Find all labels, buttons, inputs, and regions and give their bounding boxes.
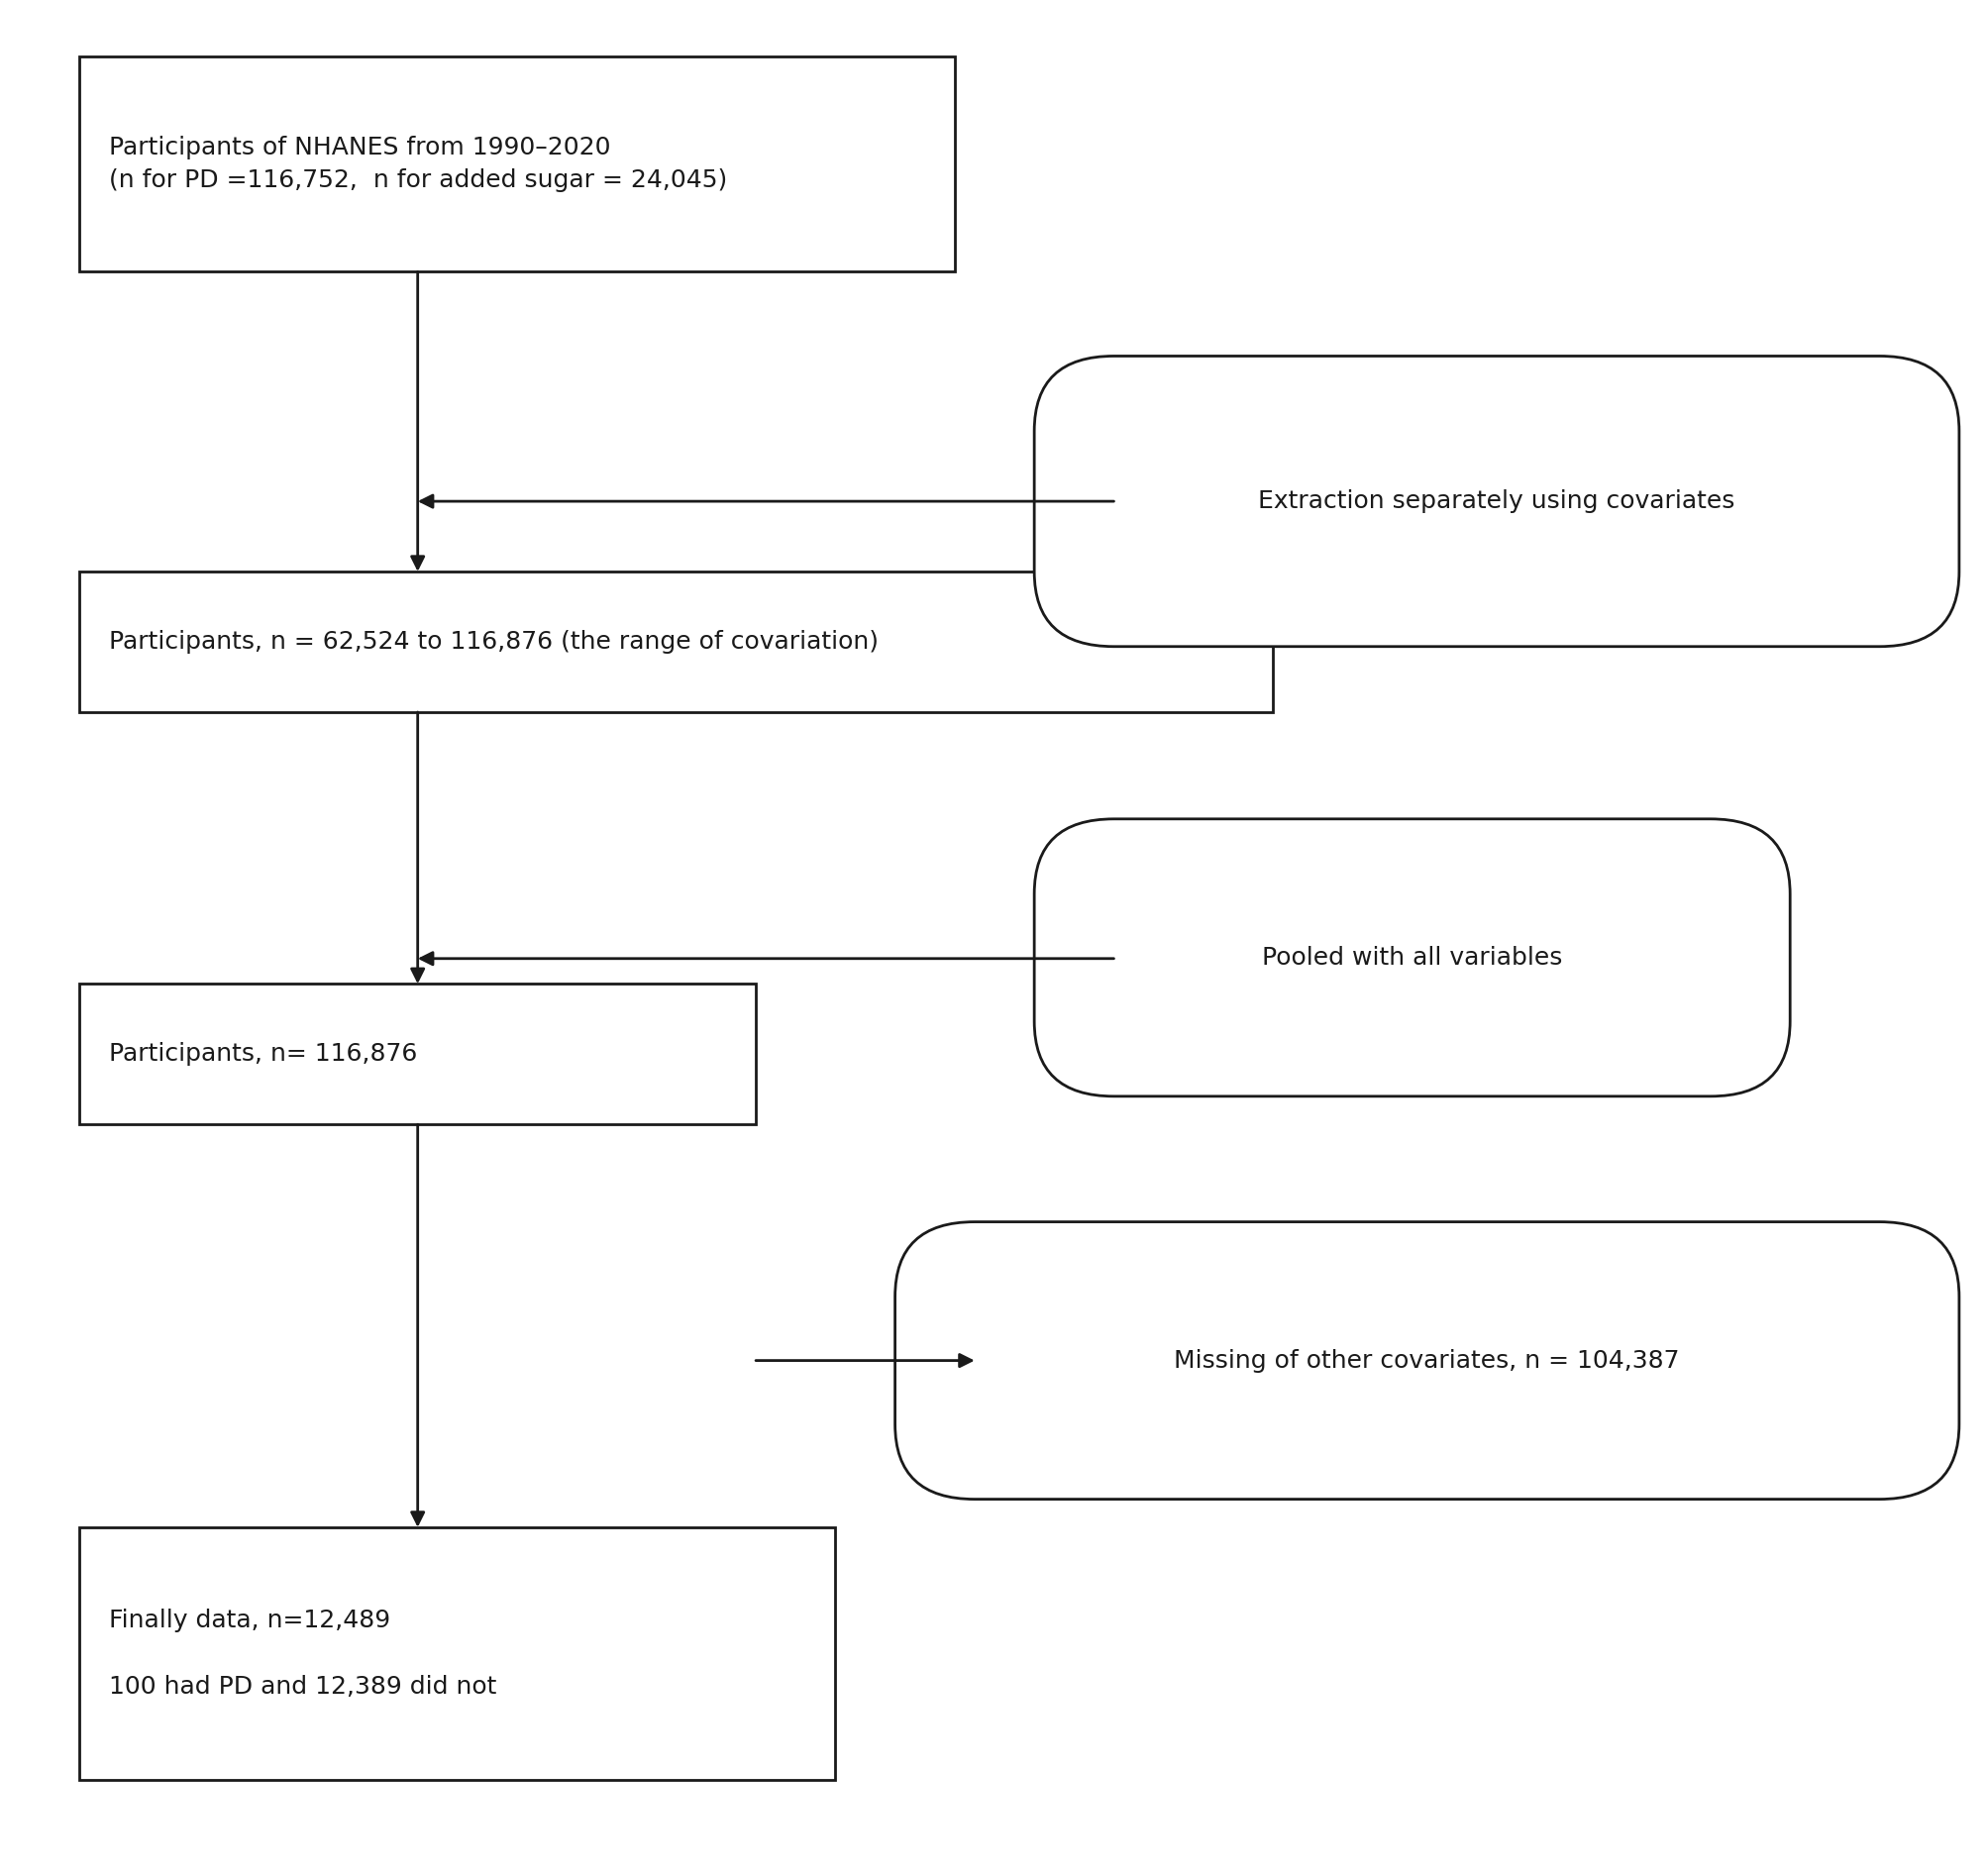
FancyBboxPatch shape bbox=[80, 572, 1272, 712]
FancyBboxPatch shape bbox=[1034, 356, 1958, 647]
Text: Participants of NHANES from 1990–2020
(n for PD =116,752,  n for added sugar = 2: Participants of NHANES from 1990–2020 (n… bbox=[109, 135, 728, 193]
Text: Participants, n= 116,876: Participants, n= 116,876 bbox=[109, 1042, 417, 1066]
FancyBboxPatch shape bbox=[80, 1527, 835, 1780]
FancyBboxPatch shape bbox=[80, 56, 954, 272]
FancyBboxPatch shape bbox=[80, 984, 755, 1124]
Text: Finally data, n=12,489

100 had PD and 12,389 did not: Finally data, n=12,489 100 had PD and 12… bbox=[109, 1608, 497, 1700]
FancyBboxPatch shape bbox=[1034, 819, 1789, 1096]
FancyBboxPatch shape bbox=[895, 1222, 1958, 1499]
Text: Extraction separately using covariates: Extraction separately using covariates bbox=[1258, 489, 1734, 513]
Text: Participants, n = 62,524 to 116,876 (the range of covariation): Participants, n = 62,524 to 116,876 (the… bbox=[109, 630, 879, 654]
Text: Pooled with all variables: Pooled with all variables bbox=[1260, 946, 1563, 969]
Text: Missing of other covariates, n = 104,387: Missing of other covariates, n = 104,387 bbox=[1173, 1349, 1680, 1372]
